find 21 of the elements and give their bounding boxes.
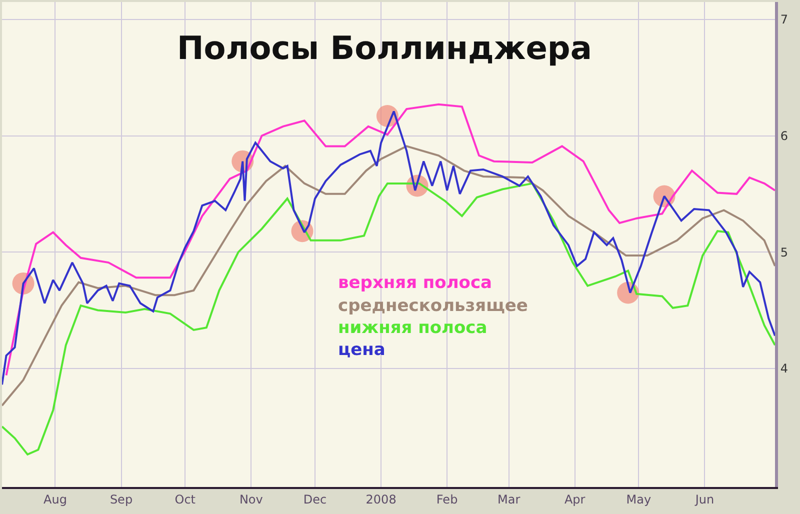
x-tick-label: Oct: [174, 492, 196, 506]
x-tick-label: Mar: [498, 492, 520, 506]
x-tick-label: Jun: [694, 492, 714, 506]
x-tick-label: Sep: [110, 492, 133, 506]
x-tick-label: Apr: [564, 492, 586, 506]
x-tick-label: Aug: [44, 492, 67, 506]
x-tick-label: Nov: [239, 492, 263, 506]
text: Полосы Боллинджера: [177, 29, 592, 67]
line-series: [2, 145, 775, 407]
y-tick-label: 4: [780, 362, 788, 376]
text: нижняя полоса: [338, 318, 488, 338]
x-tick-label: Feb: [436, 492, 458, 506]
x-tick-label: May: [626, 492, 652, 506]
text: верхняя полоса: [338, 273, 492, 293]
text: среднескользящее: [338, 296, 528, 316]
y-tick-label: 5: [780, 245, 788, 260]
text: цена: [338, 340, 386, 360]
y-tick-label: 6: [780, 128, 788, 143]
x-tick-label: 2008: [366, 492, 396, 506]
x-tick-label: Dec: [303, 492, 327, 506]
y-tick-label: 7: [780, 12, 788, 27]
